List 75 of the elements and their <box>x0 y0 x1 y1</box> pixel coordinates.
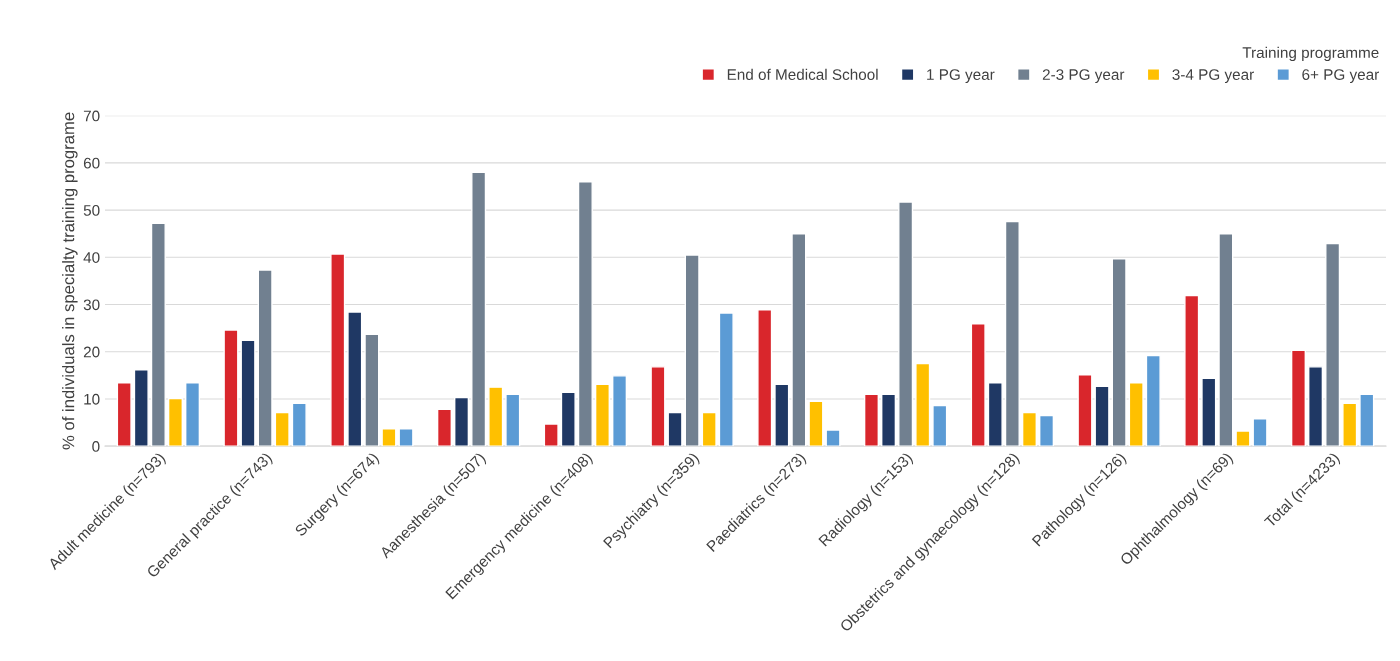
y-tick-label: 70 <box>83 110 100 122</box>
bar <box>757 309 773 447</box>
bar <box>1094 385 1110 447</box>
bar <box>257 269 273 447</box>
y-tick-label: 50 <box>83 204 100 216</box>
bar <box>1359 393 1375 447</box>
bar <box>612 375 628 447</box>
bar <box>1325 242 1341 447</box>
bar <box>1128 382 1144 447</box>
y-tick-label: 60 <box>83 157 100 169</box>
bar <box>718 312 734 447</box>
bar <box>684 254 700 447</box>
bar <box>667 411 683 447</box>
bar <box>881 393 897 447</box>
bar <box>1077 374 1093 447</box>
bar <box>381 428 397 447</box>
bar <box>701 411 717 447</box>
y-tick-label: 0 <box>92 441 100 452</box>
legend-label: 1 PG year <box>927 69 995 83</box>
bar <box>1218 233 1234 447</box>
bar <box>560 391 576 447</box>
bar <box>594 383 610 447</box>
legend-title: Training programme <box>1242 46 1379 62</box>
bar <box>1235 430 1251 447</box>
bar <box>577 181 593 447</box>
bar <box>1004 220 1020 447</box>
bar <box>987 382 1003 447</box>
bar <box>774 383 790 447</box>
bar <box>898 201 914 447</box>
legend-label: 3-4 PG year <box>1172 69 1254 83</box>
legend-label: 6+ PG year <box>1302 69 1379 83</box>
bar <box>863 393 879 447</box>
bar <box>932 404 948 447</box>
y-axis-title: % of individuals in specialty training programe <box>62 112 78 450</box>
y-tick-label: 40 <box>83 252 100 263</box>
bar <box>650 366 666 447</box>
bar <box>970 323 986 447</box>
bar <box>150 222 166 447</box>
bar <box>1342 402 1358 447</box>
legend-label: End of Medical School <box>727 68 878 80</box>
legend-label: 2-3 PG year <box>1042 69 1125 83</box>
bar <box>915 362 931 447</box>
bar <box>133 368 149 447</box>
bar <box>364 333 380 447</box>
bar <box>167 397 183 447</box>
bar <box>1201 377 1217 447</box>
bar <box>398 428 414 447</box>
y-tick-label: 20 <box>83 346 100 358</box>
bar <box>240 339 256 447</box>
bar <box>436 408 452 447</box>
bar <box>1021 411 1037 447</box>
bar <box>1039 414 1055 447</box>
bar <box>1184 294 1200 447</box>
bar <box>1111 258 1127 447</box>
bar <box>291 402 307 447</box>
bar <box>543 423 559 447</box>
bar <box>223 329 239 447</box>
bar <box>1145 354 1161 447</box>
bar <box>185 382 201 447</box>
bar <box>488 386 504 447</box>
y-tick-label: 10 <box>84 393 100 405</box>
y-tick-label: 30 <box>83 299 100 311</box>
bar <box>825 429 841 447</box>
bar <box>454 396 470 447</box>
bar <box>505 393 521 447</box>
bar <box>116 382 132 447</box>
bar <box>1290 349 1306 447</box>
bar <box>1308 366 1324 447</box>
bar <box>791 233 807 447</box>
bar <box>274 411 290 447</box>
bar <box>1252 418 1268 447</box>
bar <box>471 171 487 447</box>
bar <box>330 253 346 447</box>
bar <box>347 311 363 447</box>
bar <box>808 400 824 447</box>
